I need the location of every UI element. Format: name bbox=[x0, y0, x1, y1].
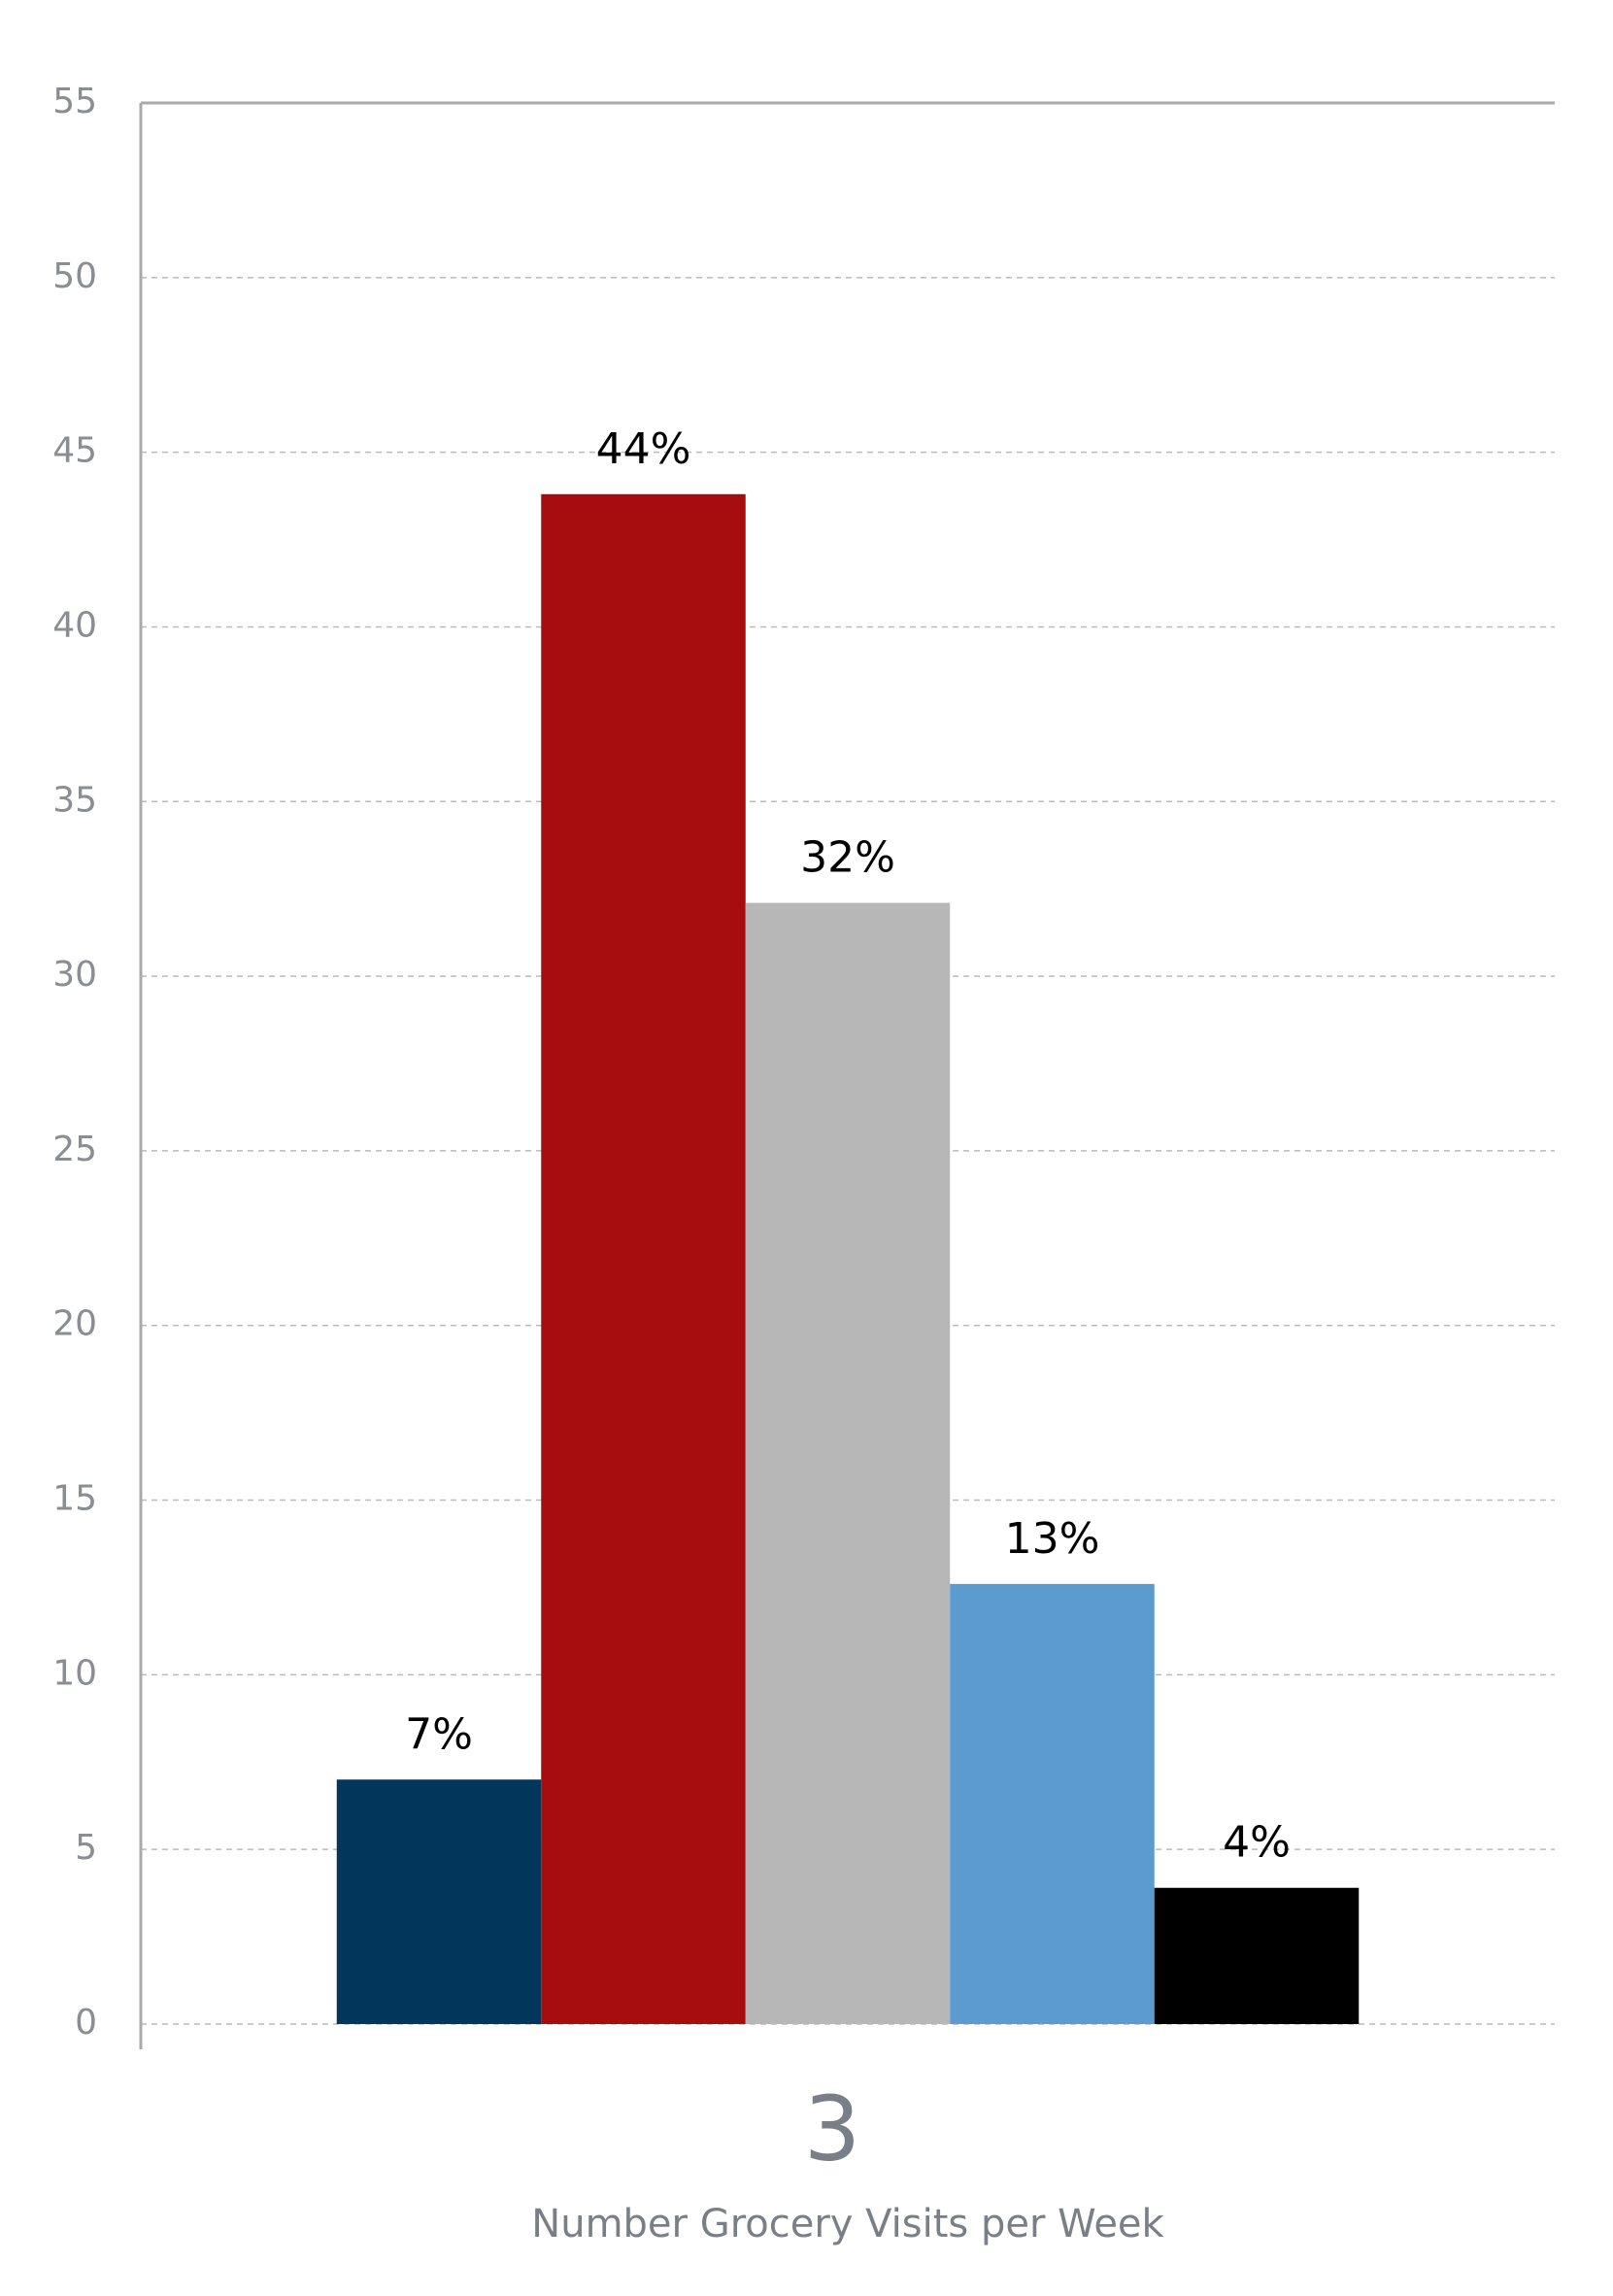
y-tick-label: 30 bbox=[52, 955, 97, 995]
bar bbox=[336, 1779, 542, 2024]
y-tick-label: 40 bbox=[52, 605, 97, 645]
data-label: 44% bbox=[596, 424, 691, 474]
data-label: 13% bbox=[1005, 1514, 1100, 1564]
data-label: 4% bbox=[1223, 1818, 1291, 1868]
bar bbox=[950, 1583, 1155, 2024]
y-tick-label: 20 bbox=[52, 1304, 97, 1344]
x-axis-label: Number Grocery Visits per Week bbox=[531, 2202, 1164, 2246]
data-label: 7% bbox=[405, 1709, 473, 1759]
bar bbox=[1154, 1887, 1360, 2024]
y-tick-label: 15 bbox=[52, 1479, 97, 1519]
y-tick-label: 45 bbox=[52, 431, 97, 471]
y-tick-label: 50 bbox=[52, 256, 97, 296]
y-tick-label: 5 bbox=[75, 1828, 97, 1868]
y-tick-label: 0 bbox=[75, 2003, 97, 2043]
bar bbox=[541, 493, 746, 2024]
y-tick-label: 55 bbox=[52, 82, 97, 121]
x-tick-label: 3 bbox=[804, 2077, 861, 2180]
y-tick-label: 35 bbox=[52, 780, 97, 820]
y-tick-label: 10 bbox=[52, 1653, 97, 1693]
bar bbox=[745, 902, 951, 2024]
y-tick-label: 25 bbox=[52, 1130, 97, 1169]
data-label: 32% bbox=[800, 833, 895, 883]
